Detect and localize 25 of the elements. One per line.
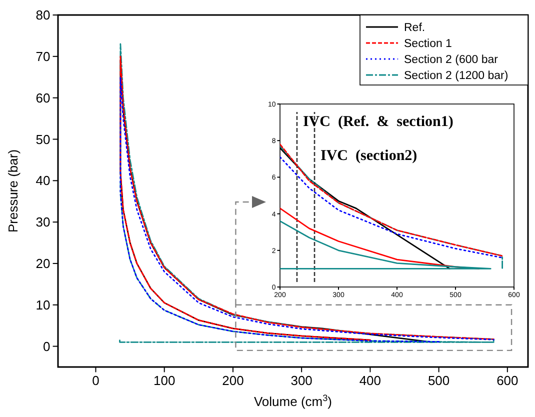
x-tick-label: 0 [92,373,100,388]
x-tick-label: 300 [290,373,312,388]
legend-label: Section 1 [404,38,452,50]
x-tick-label: 600 [496,373,518,388]
legend-label: Section 2 (1200 bar) [404,70,508,82]
y-tick-label: 80 [36,8,50,23]
y-tick-label: 50 [36,132,50,147]
y-tick-label: 10 [36,297,50,312]
y-tick-label: 0 [42,338,50,354]
line-series [280,220,492,270]
y-axis-title: Pressure (bar) [6,149,21,233]
legend-label: Section 2 (600 bar [404,54,498,66]
y-tick-label: 60 [36,90,50,106]
x-axis-title: Volume (cm$^{3}$) [254,393,332,409]
x-tick-label: 400 [359,373,382,388]
y-tick-label: 70 [36,48,50,64]
y-tick-label: 20 [36,256,50,272]
y-tick-label: 40 [36,173,50,188]
x-tick-label: 100 [154,373,176,388]
y-tick-label: 30 [36,214,50,230]
ref-line-label: IVC (section2) [320,148,418,164]
legend-label: Ref. [404,22,426,34]
ref-line-label: IVC (Ref. & section1) [302,114,454,130]
x-tick-label: 500 [428,373,450,388]
x-tick-label: 200 [222,373,244,388]
